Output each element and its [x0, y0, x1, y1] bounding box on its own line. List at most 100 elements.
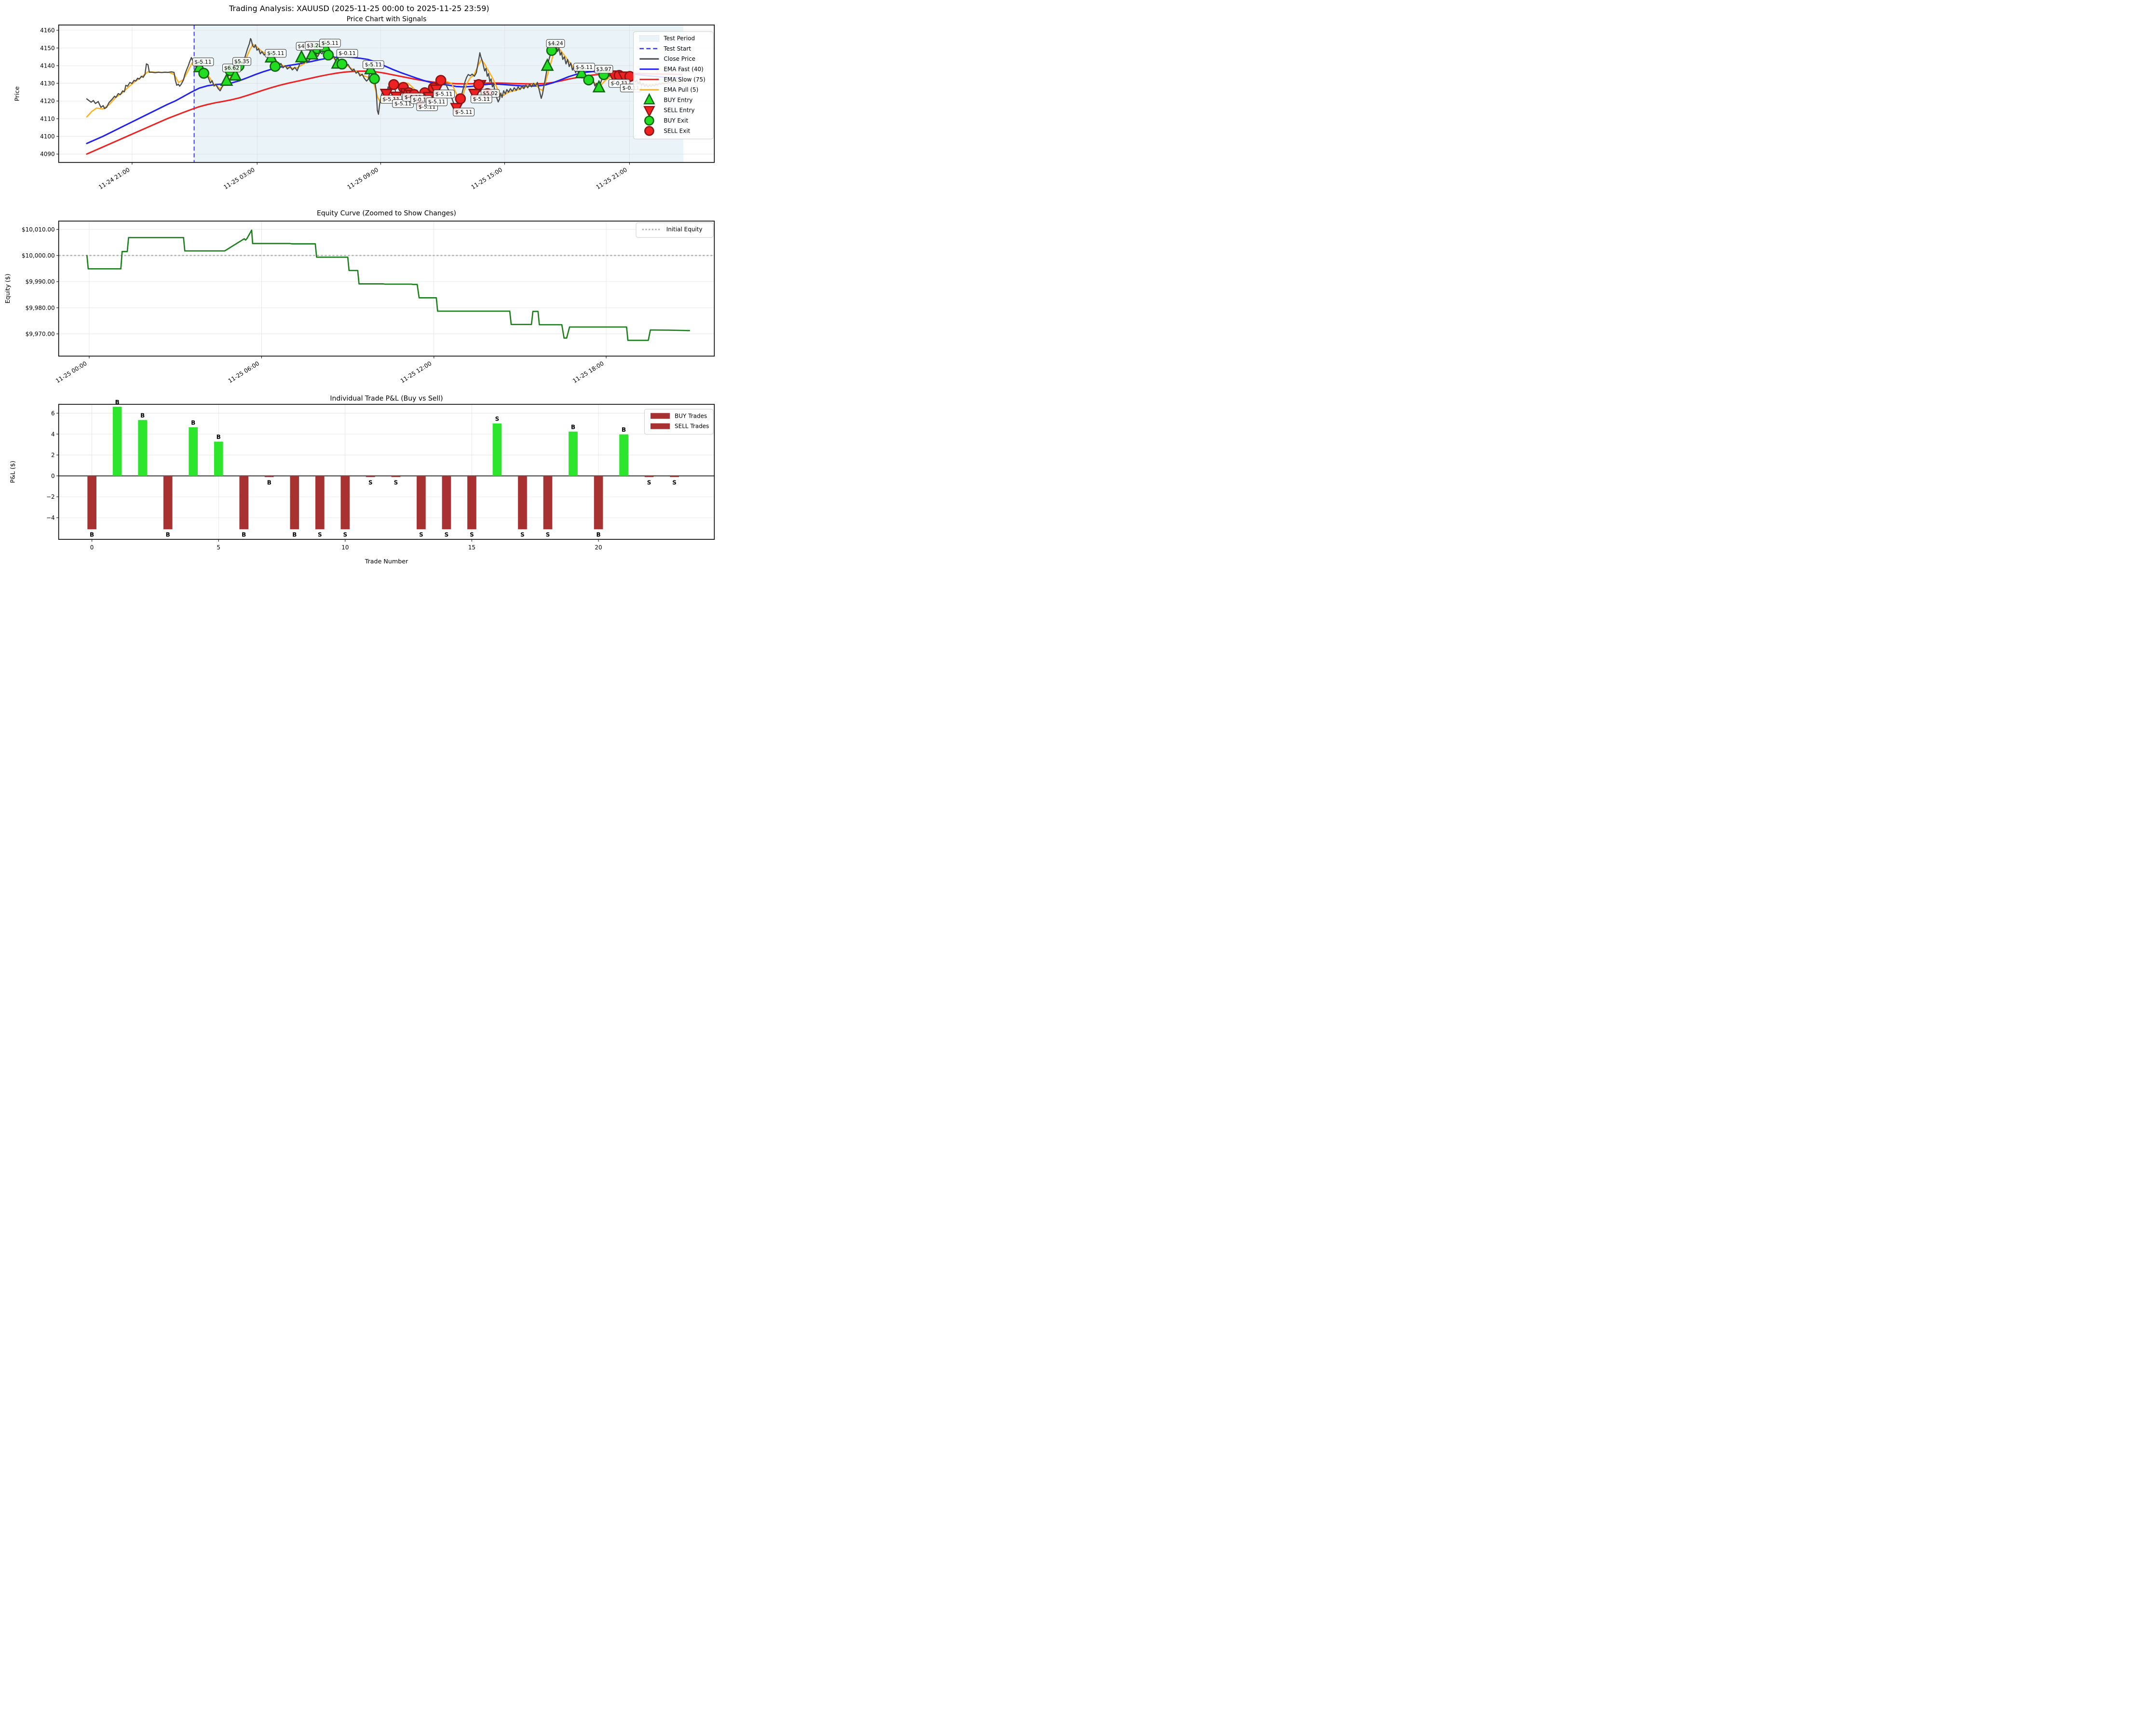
trade-side-label: S — [495, 416, 500, 423]
pnl-bar — [670, 476, 679, 477]
y-tick-label: 4090 — [40, 151, 55, 158]
trade-side-label: S — [394, 479, 398, 486]
legend-swatch-test-period — [639, 35, 659, 41]
trade-side-label: S — [470, 532, 474, 538]
pnl-annotation-text: $-0.11 — [413, 96, 430, 103]
pnl-annotation-text: $-5.11 — [576, 64, 593, 70]
y-tick-label: 4100 — [40, 133, 55, 140]
pnl-annotation-box — [319, 39, 341, 48]
trade-side-label: B — [242, 532, 246, 538]
trade-side-label: S — [672, 479, 677, 486]
trade-side-label: B — [166, 532, 170, 538]
legend-buy-entry-icon — [643, 93, 655, 105]
sell-exit-marker — [435, 75, 447, 86]
legend-label: SELL Trades — [675, 423, 709, 430]
trade-side-label: S — [343, 532, 348, 538]
legend-label: BUY Entry — [664, 96, 692, 103]
x-tick-label: 11-25 15:00 — [470, 166, 503, 191]
equity-curve-line — [86, 229, 691, 341]
trade-side-label: B — [191, 419, 195, 426]
x-tick-label: 10 — [341, 544, 349, 551]
pnl-annotation-box — [453, 108, 475, 117]
y-tick-label: 4140 — [40, 62, 55, 69]
buy-exit-marker — [369, 73, 380, 84]
y-tick-label: −4 — [46, 515, 55, 521]
y-tick-label: $10,010.00 — [22, 226, 55, 233]
pnl-bar — [290, 476, 299, 530]
trading-analysis-figure: Trading Analysis: XAUUSD (2025-11-25 00:… — [0, 0, 719, 570]
pnl-annotation-text: $-5.11 — [194, 59, 211, 65]
buy-exit-marker — [583, 74, 595, 86]
price-ylabel: Price — [13, 86, 20, 101]
x-tick-label: 11-25 00:00 — [54, 360, 88, 384]
legend-label: EMA Fast (40) — [664, 66, 703, 72]
pnl-bar — [138, 420, 147, 476]
pnl-annotation-box — [232, 57, 251, 66]
trade-side-label: S — [647, 479, 651, 486]
pnl-annotation-text: $-5.11 — [394, 100, 411, 107]
price-chart-plot: $-5.11$6.62$5.35$-5.11$4.66$3.28$-5.11$-… — [40, 24, 715, 191]
trade-side-label: B — [140, 412, 145, 419]
pnl-bar — [189, 427, 198, 476]
pnl-bar — [214, 441, 223, 476]
pnl-annotation-text: $-5.11 — [473, 96, 490, 102]
buy-entry-marker — [541, 58, 554, 71]
pnl-annotation-text: $-5.11 — [435, 91, 452, 97]
price-chart-title: Price Chart with Signals — [347, 15, 427, 23]
buy-exit-marker — [323, 49, 334, 61]
y-tick-label: 4120 — [40, 98, 55, 105]
trade-side-label: B — [622, 426, 626, 433]
pnl-annotation-text: $-0.11 — [339, 50, 355, 56]
pnl-annotation-text: $-5.11 — [428, 99, 445, 105]
equity-chart-title: Equity Curve (Zoomed to Show Changes) — [317, 210, 456, 218]
pnl-annotation-box — [433, 90, 455, 98]
pnl-annotation-text: $4.24 — [548, 41, 563, 47]
trade-side-label: S — [318, 532, 322, 538]
pnl-bar — [543, 476, 553, 530]
pnl-annotation-box — [470, 95, 492, 103]
buy-exit-marker — [270, 61, 281, 72]
y-tick-label: 4150 — [40, 45, 55, 52]
y-tick-label: $9,970.00 — [26, 330, 55, 337]
equity-chart-plot: 11-25 00:00 11-25 06:00 11-25 12:00 11-25 1… — [22, 220, 715, 384]
x-tick-label: 15 — [468, 544, 475, 551]
legend-label: BUY Trades — [675, 412, 707, 419]
pnl-bar — [239, 476, 249, 530]
y-tick-label: 4110 — [40, 115, 55, 122]
pnl-bar — [417, 476, 426, 530]
x-tick-label: 11-25 09:00 — [346, 166, 380, 191]
equity-ylabel: Equity ($) — [4, 273, 11, 303]
plot-border — [58, 220, 715, 357]
x-tick-label: 11-25 12:00 — [399, 360, 433, 384]
trade-side-label: B — [115, 399, 120, 406]
legend-label: Initial Equity — [666, 226, 703, 233]
trade-side-label: B — [217, 434, 221, 440]
pnl-bar — [315, 476, 325, 530]
sell-entry-marker — [380, 89, 393, 102]
pnl-annotation-box — [594, 65, 613, 74]
pnl-annotation-text: $-5.11 — [365, 62, 382, 68]
trade-side-label: S — [445, 532, 449, 538]
y-tick-label: $10,000.00 — [22, 252, 55, 259]
trade-side-label: B — [596, 532, 600, 538]
legend-label: BUY Exit — [664, 117, 688, 124]
y-tick-label: 6 — [51, 410, 55, 417]
x-tick-label: 11-25 06:00 — [227, 360, 260, 384]
buy-exit-marker — [336, 58, 348, 70]
pnl-bar — [264, 476, 274, 477]
y-tick-label: 4 — [51, 431, 55, 438]
pnl-annotation-text: $3.28 — [307, 42, 322, 49]
buy-entry-marker — [592, 80, 606, 93]
x-tick-label: 11-25 18:00 — [571, 360, 605, 384]
pnl-bar — [492, 423, 502, 476]
legend-buy-exit-icon — [644, 115, 654, 126]
pnl-bar — [112, 407, 122, 476]
trade-side-label: S — [419, 532, 423, 538]
sell-exit-marker — [388, 79, 399, 90]
legend-label: EMA Slow (75) — [664, 76, 705, 83]
pnl-bar — [87, 476, 96, 530]
y-tick-label: 2 — [51, 452, 55, 459]
pnl-chart-title: Individual Trade P&L (Buy vs Sell) — [330, 395, 443, 403]
trade-side-label: S — [520, 532, 525, 538]
pnl-bar — [442, 476, 451, 530]
